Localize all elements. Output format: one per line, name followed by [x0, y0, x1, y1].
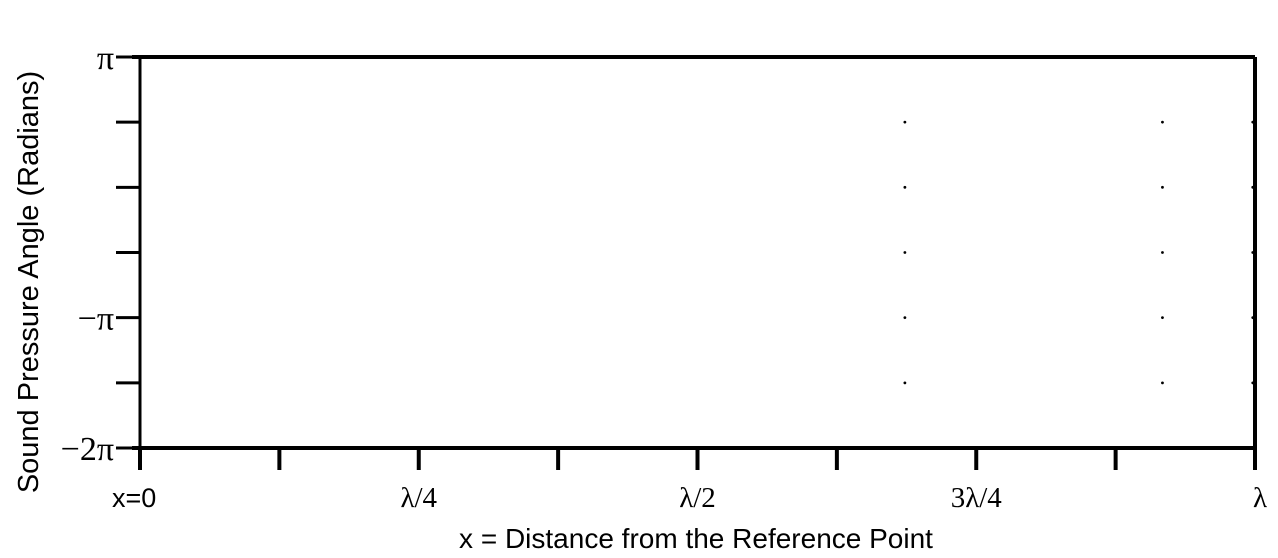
- y-tick-label: −2π: [61, 431, 114, 468]
- data-point: [1251, 251, 1255, 254]
- data-point: [1251, 316, 1255, 320]
- y-axis-label: Sound Pressure Angle (Radians): [13, 71, 45, 493]
- data-point: [903, 251, 907, 254]
- x-tick-label: λ: [1253, 482, 1267, 514]
- x-axis-label: x = Distance from the Reference Point: [459, 523, 933, 554]
- x-tick-label: λ/4: [400, 482, 437, 514]
- data-point: [974, 55, 978, 59]
- data-point: [556, 55, 560, 59]
- data-point: [277, 55, 281, 59]
- data-point: [903, 381, 907, 385]
- data-point: [835, 55, 839, 59]
- data-point: [903, 316, 907, 320]
- data-point: [1161, 316, 1164, 320]
- data-point: [903, 185, 907, 189]
- data-point: [903, 120, 907, 124]
- data-point: [1161, 251, 1164, 254]
- x-tick-label: 3λ/4: [951, 482, 1003, 514]
- data-point: [1161, 185, 1164, 189]
- data-point: [1251, 185, 1255, 189]
- x-tick-label: λ/2: [679, 482, 716, 514]
- y-tick-label: π: [97, 40, 114, 77]
- data-point: [1161, 120, 1164, 124]
- data-point: [417, 55, 421, 59]
- data-point: [696, 55, 699, 59]
- x-tick-label: x=0: [112, 483, 156, 513]
- data-point: [1114, 55, 1118, 59]
- data-point: [1161, 381, 1164, 385]
- data-point: [1251, 120, 1255, 124]
- y-tick-label: −π: [78, 301, 114, 338]
- data-point: [1251, 381, 1255, 385]
